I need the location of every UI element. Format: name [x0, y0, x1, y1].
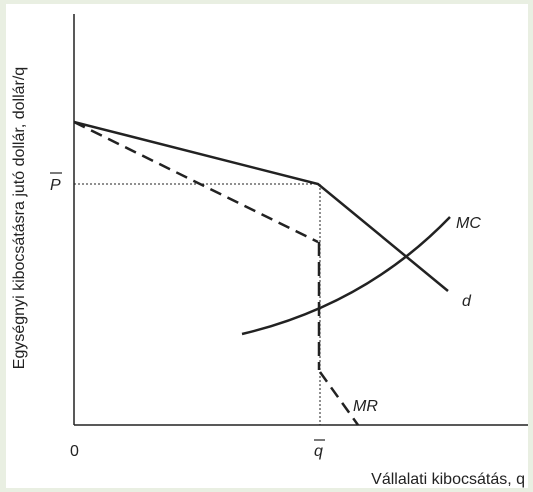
- y-axis-label: Egységnyi kibocsátásra jutó dollár, doll…: [11, 67, 28, 369]
- demand-curve: [73, 120, 449, 292]
- p-bar-label: P: [50, 177, 61, 194]
- mc-label: MC: [456, 215, 481, 232]
- origin-label: 0: [70, 443, 79, 460]
- x-axis-label: Vállalati kibocsátás, q: [371, 471, 525, 488]
- mc-curve: [241, 216, 451, 336]
- canvas: [6, 4, 528, 488]
- q-bar-label: q: [314, 443, 323, 460]
- d-label: d: [462, 293, 472, 310]
- mr-lower: [318, 371, 360, 426]
- mr-upper: [73, 120, 319, 244]
- mr-label: MR: [353, 398, 378, 415]
